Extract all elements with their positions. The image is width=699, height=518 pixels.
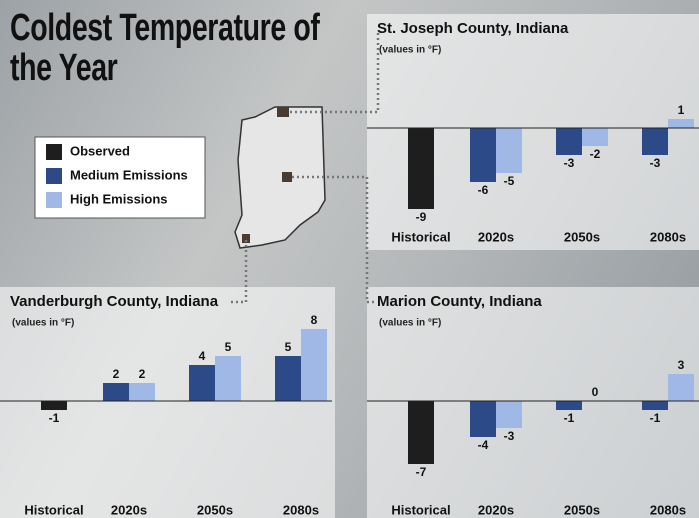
bar xyxy=(41,401,67,410)
value-label: 2 xyxy=(113,367,120,381)
bar xyxy=(470,401,496,437)
connectors xyxy=(228,30,380,304)
bar xyxy=(668,119,694,128)
chart-subtitle: (values in °F) xyxy=(12,318,74,329)
x-tick-label: Historical xyxy=(391,229,450,244)
value-label: 2 xyxy=(139,367,146,381)
x-tick-label: 2050s xyxy=(564,229,600,244)
value-label: 4 xyxy=(199,349,206,363)
value-label: 3 xyxy=(678,358,685,372)
value-label: -6 xyxy=(478,183,489,197)
bar xyxy=(642,401,668,410)
legend-label: High Emissions xyxy=(70,191,168,206)
x-tick-label: 2050s xyxy=(564,502,600,517)
x-tick-label: 2080s xyxy=(650,229,686,244)
bar xyxy=(556,128,582,155)
bar xyxy=(275,356,301,401)
value-label: -1 xyxy=(650,411,661,425)
chart-title: Marion County, Indiana xyxy=(377,293,542,310)
county-marker xyxy=(282,172,292,182)
value-label: -4 xyxy=(478,438,489,452)
legend-swatch xyxy=(46,192,62,208)
chart-title: Vanderburgh County, Indiana xyxy=(10,293,219,310)
value-label: -3 xyxy=(564,156,575,170)
bar xyxy=(215,356,241,401)
x-tick-label: Historical xyxy=(24,502,83,517)
legend-swatch xyxy=(46,144,62,160)
bar xyxy=(496,128,522,173)
x-tick-label: 2080s xyxy=(283,502,319,517)
bar xyxy=(301,329,327,401)
bar xyxy=(470,128,496,182)
bar xyxy=(556,401,582,410)
value-label: -9 xyxy=(416,210,427,224)
x-tick-label: 2050s xyxy=(197,502,233,517)
x-tick-label: Historical xyxy=(391,502,450,517)
chart-title: St. Joseph County, Indiana xyxy=(377,20,569,37)
county-marker xyxy=(242,234,250,243)
value-label: -3 xyxy=(650,156,661,170)
bar xyxy=(496,401,522,428)
value-label: 1 xyxy=(678,103,685,117)
bar xyxy=(642,128,668,155)
bar xyxy=(582,128,608,146)
bar xyxy=(189,365,215,401)
value-label: 8 xyxy=(311,313,318,327)
legend-label: Medium Emissions xyxy=(70,167,188,182)
value-label: -3 xyxy=(504,429,515,443)
legend-swatch xyxy=(46,168,62,184)
x-tick-label: 2020s xyxy=(478,502,514,517)
bar xyxy=(668,374,694,401)
value-label: -2 xyxy=(590,147,601,161)
bar xyxy=(408,128,434,209)
value-label: -1 xyxy=(49,411,60,425)
value-label: -5 xyxy=(504,174,515,188)
chart-subtitle: (values in °F) xyxy=(379,318,441,329)
legend xyxy=(34,136,206,219)
value-label: -1 xyxy=(564,411,575,425)
value-label: 0 xyxy=(592,385,599,399)
value-label: 5 xyxy=(285,340,292,354)
bar xyxy=(103,383,129,401)
county-marker xyxy=(277,107,289,117)
bar xyxy=(129,383,155,401)
indiana-map xyxy=(234,106,326,249)
x-tick-label: 2080s xyxy=(650,502,686,517)
chart-subtitle: (values in °F) xyxy=(379,45,441,56)
legend-label: Observed xyxy=(70,143,130,158)
bar xyxy=(408,401,434,464)
main-title: Coldest Temperature of the Year xyxy=(10,7,320,89)
value-label: 5 xyxy=(225,340,232,354)
x-tick-label: 2020s xyxy=(478,229,514,244)
value-label: -7 xyxy=(416,465,427,479)
x-tick-label: 2020s xyxy=(111,502,147,517)
